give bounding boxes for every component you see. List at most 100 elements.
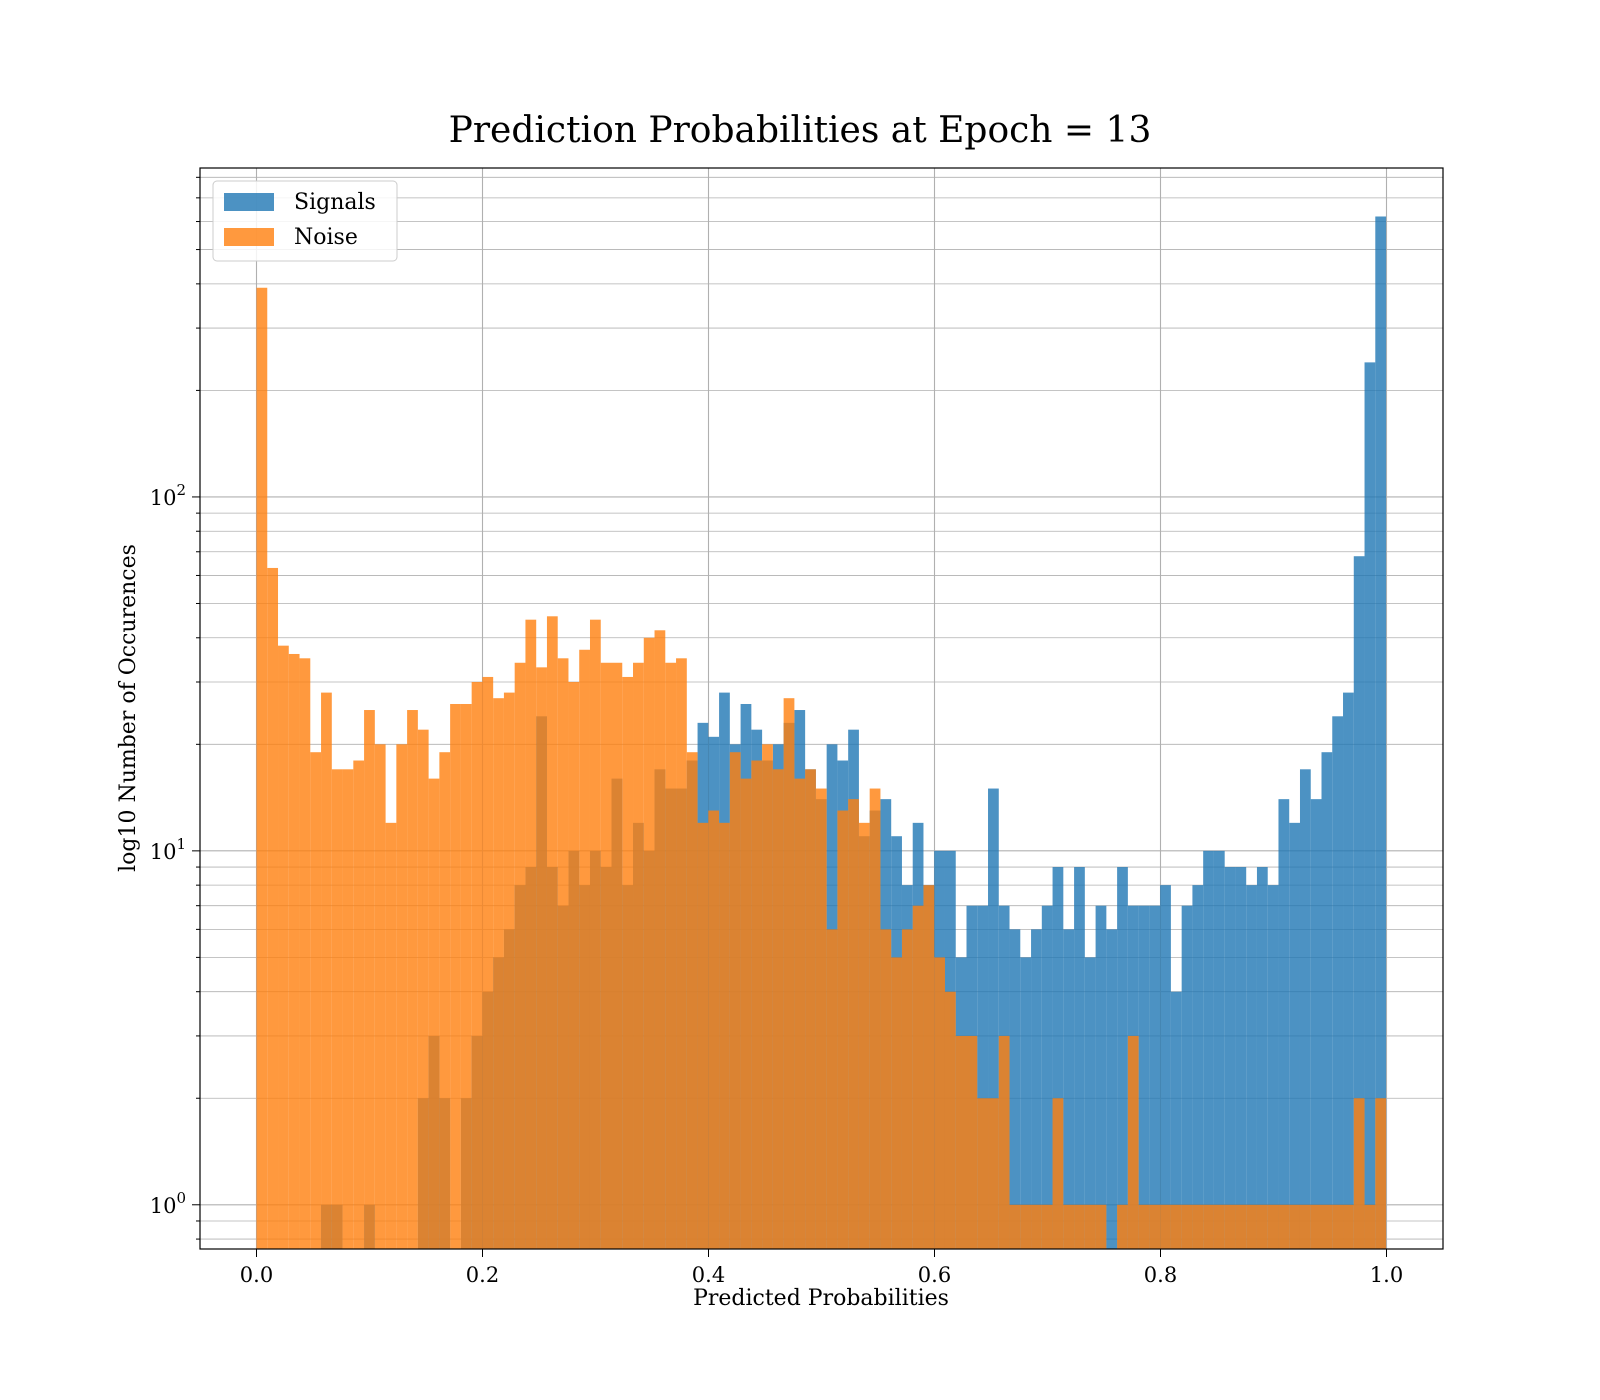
bar-noise [772, 769, 784, 1249]
bar-signals [1020, 957, 1032, 1249]
x-tick-label: 1.0 [1370, 1263, 1403, 1287]
bar-noise [880, 929, 892, 1249]
bar-noise [1375, 1098, 1387, 1249]
bar-noise [299, 658, 311, 1249]
legend-label-noise: Noise [294, 225, 358, 250]
x-axis-label: Predicted Probabilities [693, 1286, 949, 1311]
bar-signals [1278, 799, 1290, 1249]
bar-noise [331, 769, 343, 1249]
bar-noise [546, 616, 558, 1249]
bar-noise [751, 760, 763, 1249]
bar-signals [1321, 752, 1333, 1249]
bar-noise [1117, 1204, 1128, 1249]
bar-noise [353, 760, 365, 1249]
plot-frame [199, 167, 1444, 1250]
bar-signals [1106, 929, 1118, 1249]
bar-noise [697, 822, 709, 1249]
bar-noise [557, 658, 569, 1249]
bar-noise [364, 710, 375, 1249]
bar-noise [536, 667, 547, 1249]
bar-noise [1170, 1204, 1182, 1249]
y-axis-label: log10 Number of Occurences [116, 544, 141, 872]
bar-noise [891, 957, 902, 1249]
bar-noise [944, 991, 956, 1249]
axis-ticks: 0.0 0.2 0.4 0.6 0.8 1.0 100 101 102 [150, 176, 1403, 1287]
bar-noise [633, 662, 644, 1249]
bar-signals [1084, 957, 1096, 1249]
bar-noise [439, 752, 451, 1249]
bar-noise [708, 810, 720, 1249]
bar-signals [1375, 216, 1387, 1250]
bar-noise [579, 649, 590, 1249]
bar-signals [1353, 556, 1365, 1249]
bar-noise [794, 778, 806, 1249]
bar-signals [977, 905, 989, 1249]
bar-noise [1020, 1204, 1032, 1249]
bar-noise [342, 769, 354, 1249]
bar-noise [310, 752, 322, 1249]
bar-noise [1321, 1204, 1333, 1249]
bar-noise [1149, 1204, 1161, 1249]
bar-signals [1235, 867, 1247, 1249]
bar-signals [1332, 716, 1344, 1249]
bar-noise [762, 744, 773, 1249]
bar-signals [1364, 362, 1376, 1250]
bar-noise [901, 929, 913, 1249]
bar-signals [1213, 850, 1225, 1249]
legend: Signals Noise [212, 180, 398, 262]
bar-noise [385, 822, 397, 1249]
bar-signals [1117, 867, 1128, 1249]
bar-noise [869, 788, 881, 1249]
bar-noise [611, 662, 623, 1249]
x-tick-label: 0.8 [1144, 1263, 1177, 1287]
bar-noise [912, 905, 924, 1249]
bar-noise [1041, 1204, 1053, 1249]
bar-noise [417, 729, 429, 1249]
bar-noise [1235, 1204, 1247, 1249]
bar-noise [396, 744, 408, 1249]
bar-noise [1267, 1204, 1279, 1249]
bar-signals [1074, 867, 1085, 1249]
bar-noise [1160, 1204, 1171, 1249]
bar-noise [1052, 1098, 1064, 1249]
bar-noise [988, 1098, 999, 1249]
bar-noise [923, 885, 935, 1249]
x-tick-label: 0.2 [466, 1263, 499, 1287]
bar-noise [1299, 1204, 1311, 1249]
bar-noise [955, 1035, 967, 1249]
bar-noise [493, 698, 504, 1249]
bar-noise [471, 681, 483, 1249]
bar-noise [428, 778, 440, 1249]
bar-noise [1074, 1204, 1085, 1249]
bar-noise [450, 703, 461, 1249]
bar-noise [1181, 1204, 1193, 1249]
bar-noise [998, 1035, 1010, 1249]
bar-noise [589, 619, 601, 1249]
bar-signals [1149, 905, 1161, 1249]
bar-noise [1138, 1204, 1150, 1249]
legend-swatch-noise [224, 228, 274, 246]
bar-noise [934, 957, 945, 1249]
bar-noise [321, 692, 332, 1249]
x-tick-label: 0.4 [692, 1263, 725, 1287]
bar-signals [1170, 991, 1182, 1249]
bar-noise [1343, 1204, 1354, 1249]
bar-noise [1127, 1035, 1139, 1249]
bar-signals [1192, 885, 1204, 1249]
bar-noise [460, 703, 472, 1249]
bar-noise [729, 752, 741, 1249]
bar-noise [622, 676, 634, 1249]
bar-signals [1224, 867, 1236, 1249]
bar-noise [267, 567, 279, 1249]
bar-noise [805, 769, 816, 1249]
x-tick-label: 0.0 [240, 1263, 273, 1287]
bar-noise [977, 1098, 989, 1249]
bar-noise [1364, 1204, 1376, 1249]
bar-signals [1289, 822, 1300, 1249]
bar-noise [1278, 1204, 1290, 1249]
bar-signals [1095, 905, 1107, 1249]
bar-signals [1160, 885, 1171, 1249]
bar-signals [1256, 867, 1268, 1249]
y-tick-label: 102 [150, 481, 186, 510]
